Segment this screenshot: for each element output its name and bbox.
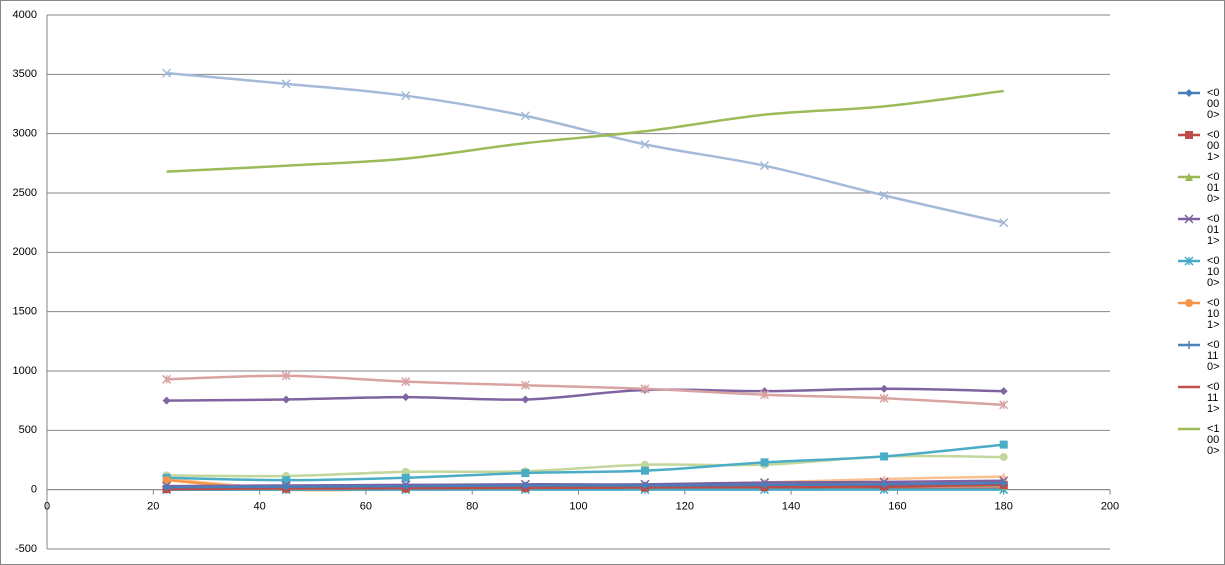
marker	[999, 440, 1008, 449]
marker	[521, 481, 530, 490]
legend-label: <0 10 1>	[1207, 297, 1220, 331]
legend-label: <0 01 0>	[1207, 171, 1220, 205]
x-tick-label: 80	[466, 501, 478, 513]
marker	[999, 453, 1008, 462]
marker	[521, 469, 530, 478]
marker	[162, 396, 171, 405]
marker	[401, 473, 410, 482]
marker	[1185, 299, 1193, 307]
x-tick-label: 60	[360, 501, 372, 513]
marker	[1185, 341, 1193, 349]
marker	[162, 68, 172, 78]
x-tick-label: 120	[676, 501, 694, 513]
y-tick-label: 0	[31, 484, 37, 496]
legend-label: <0 00 0>	[1207, 87, 1220, 121]
y-tick-label: 2000	[13, 246, 37, 258]
series-line	[166, 387, 1004, 402]
series-line	[166, 71, 1004, 224]
marker	[1185, 131, 1193, 139]
marker	[282, 395, 291, 404]
legend-label: <0 10 0>	[1207, 255, 1220, 289]
series-line	[166, 483, 1004, 491]
x-tick-label: 0	[44, 501, 50, 513]
series-line	[166, 481, 1004, 489]
series-line	[166, 443, 1004, 482]
marker	[282, 476, 291, 485]
marker	[401, 377, 411, 387]
marker	[281, 79, 291, 89]
marker	[999, 479, 1008, 488]
marker	[640, 139, 650, 149]
marker	[1185, 89, 1193, 97]
y-tick-label: 1500	[13, 306, 37, 318]
marker	[760, 458, 769, 467]
marker	[1184, 256, 1194, 266]
marker	[520, 111, 530, 121]
series-line	[166, 374, 1004, 407]
series-line	[166, 89, 1004, 173]
y-tick-label: 4000	[13, 9, 37, 21]
legend-label: <0 11 1>	[1207, 381, 1220, 415]
y-tick-label: 1000	[13, 365, 37, 377]
marker	[162, 483, 171, 492]
marker	[880, 480, 889, 489]
marker	[162, 476, 171, 485]
marker	[1185, 173, 1193, 181]
marker	[879, 393, 889, 403]
x-tick-label: 160	[888, 501, 906, 513]
marker	[999, 400, 1009, 410]
y-tick-label: 3000	[13, 128, 37, 140]
legend-label: <0 01 1>	[1207, 213, 1220, 247]
marker	[162, 374, 172, 384]
marker	[1184, 214, 1194, 224]
marker	[521, 395, 530, 404]
y-tick-label: -500	[15, 543, 37, 555]
marker	[640, 384, 650, 394]
marker	[760, 480, 769, 489]
marker	[281, 371, 291, 381]
marker	[999, 387, 1008, 396]
marker	[640, 466, 649, 475]
x-tick-label: 100	[569, 501, 587, 513]
marker	[759, 390, 770, 400]
legend-label: <0 00 1>	[1207, 129, 1220, 163]
marker	[282, 482, 291, 491]
y-tick-label: 2500	[13, 187, 37, 199]
marker	[999, 218, 1009, 228]
marker	[880, 384, 889, 393]
marker	[880, 452, 889, 461]
x-tick-label: 180	[995, 501, 1013, 513]
marker	[401, 482, 410, 491]
y-tick-label: 500	[19, 424, 37, 436]
marker	[759, 161, 770, 171]
legend-label: <0 11 0>	[1207, 339, 1220, 373]
marker	[879, 190, 889, 200]
y-tick-label: 3500	[13, 68, 37, 80]
marker	[640, 481, 649, 490]
marker	[401, 393, 410, 402]
x-tick-label: 200	[1101, 501, 1119, 513]
x-tick-label: 20	[147, 501, 159, 513]
legend-label: <1 00 0>	[1207, 423, 1220, 457]
marker	[401, 91, 411, 101]
marker	[520, 380, 530, 390]
x-tick-label: 40	[253, 501, 265, 513]
x-tick-label: 140	[782, 501, 800, 513]
